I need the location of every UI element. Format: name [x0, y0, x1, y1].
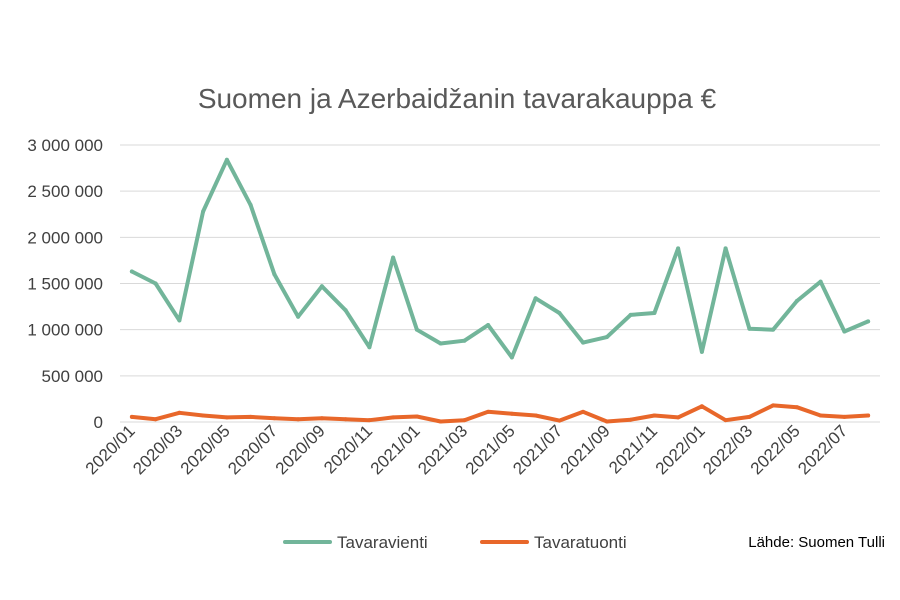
data-point: [272, 416, 277, 421]
grid-lines: [120, 144, 880, 423]
data-point: [866, 319, 871, 324]
data-point: [794, 299, 799, 304]
data-point: [414, 414, 419, 419]
data-point: [248, 414, 253, 419]
data-point: [676, 415, 681, 420]
data-point: [842, 414, 847, 419]
data-point: [533, 413, 538, 418]
data-point: [509, 411, 514, 416]
data-point: [818, 413, 823, 418]
data-point: [581, 340, 586, 345]
x-tick-label: 2020/07: [224, 421, 281, 478]
data-point: [201, 413, 206, 418]
y-tick-label: 3 000 000: [27, 136, 103, 155]
y-tick-label: 1 000 000: [27, 321, 103, 340]
source-note: Lähde: Suomen Tulli: [748, 534, 885, 551]
data-point: [153, 281, 158, 286]
data-point: [296, 314, 301, 319]
x-tick-label: 2021/07: [509, 421, 566, 478]
data-point: [391, 415, 396, 420]
data-point: [557, 311, 562, 316]
series-line-1: [129, 403, 871, 424]
data-point: [652, 311, 657, 316]
data-point: [557, 418, 562, 423]
data-point: [723, 418, 728, 423]
data-point: [533, 296, 538, 301]
data-point: [628, 417, 633, 422]
data-point: [486, 409, 491, 414]
x-tick-label: 2020/09: [272, 421, 329, 478]
y-axis-ticks: 0 500 000 1 000 000 1 500 000 2 000 000 2 500…: [27, 136, 103, 432]
series-lines: [129, 157, 871, 424]
data-point: [486, 323, 491, 328]
data-point: [272, 272, 277, 277]
y-tick-label: 2 000 000: [27, 228, 103, 247]
x-tick-label: 2022/07: [794, 421, 851, 478]
data-point: [747, 326, 752, 331]
data-point: [771, 403, 776, 408]
data-point: [723, 246, 728, 251]
x-tick-label: 2022/01: [652, 421, 709, 478]
y-tick-label: 0: [94, 413, 103, 432]
data-point: [699, 404, 704, 409]
legend: Tavaravienti Tavaratuonti: [283, 533, 627, 552]
data-point: [699, 349, 704, 354]
y-tick-label: 500 000: [42, 367, 103, 386]
x-axis-ticks: 2020/012020/032020/052020/072020/092020/…: [82, 421, 851, 478]
data-point: [604, 419, 609, 424]
data-point: [177, 318, 182, 323]
x-tick-label: 2021/11: [605, 421, 661, 477]
data-point: [201, 209, 206, 214]
data-point: [153, 417, 158, 422]
data-point: [319, 416, 324, 421]
data-point: [224, 157, 229, 162]
data-point: [414, 327, 419, 332]
data-point: [296, 417, 301, 422]
data-point: [177, 410, 182, 415]
data-point: [509, 355, 514, 360]
x-tick-label: 2020/05: [177, 421, 234, 478]
x-tick-label: 2021/03: [414, 421, 471, 478]
data-point: [391, 255, 396, 260]
y-tick-label: 2 500 000: [27, 182, 103, 201]
chart-title: Suomen ja Azerbaidžanin tavarakauppa €: [198, 83, 717, 114]
data-point: [818, 279, 823, 284]
legend-label: Tavaratuonti: [534, 533, 627, 552]
data-point: [628, 312, 633, 317]
x-tick-label: 2020/01: [82, 421, 139, 478]
x-tick-label: 2021/01: [367, 421, 424, 478]
data-point: [771, 327, 776, 332]
data-point: [248, 203, 253, 208]
data-point: [129, 269, 134, 274]
data-point: [866, 413, 871, 418]
data-point: [794, 405, 799, 410]
data-point: [581, 409, 586, 414]
data-point: [224, 415, 229, 420]
data-point: [343, 417, 348, 422]
data-point: [842, 329, 847, 334]
x-tick-label: 2020/03: [129, 421, 186, 478]
data-point: [343, 308, 348, 313]
data-point: [747, 414, 752, 419]
data-point: [129, 414, 134, 419]
data-point: [367, 345, 372, 350]
data-point: [438, 341, 443, 346]
legend-label: Tavaravienti: [337, 533, 428, 552]
x-tick-label: 2020/11: [320, 421, 376, 477]
data-point: [652, 413, 657, 418]
x-tick-label: 2022/03: [699, 421, 756, 478]
data-point: [319, 284, 324, 289]
data-point: [438, 419, 443, 424]
data-point: [676, 246, 681, 251]
series-line-0: [129, 157, 871, 360]
data-point: [604, 335, 609, 340]
x-tick-label: 2022/05: [747, 421, 804, 478]
data-point: [462, 418, 467, 423]
x-tick-label: 2021/05: [462, 421, 519, 478]
data-point: [367, 418, 372, 423]
x-tick-label: 2021/09: [557, 421, 614, 478]
data-point: [462, 338, 467, 343]
y-tick-label: 1 500 000: [27, 275, 103, 294]
